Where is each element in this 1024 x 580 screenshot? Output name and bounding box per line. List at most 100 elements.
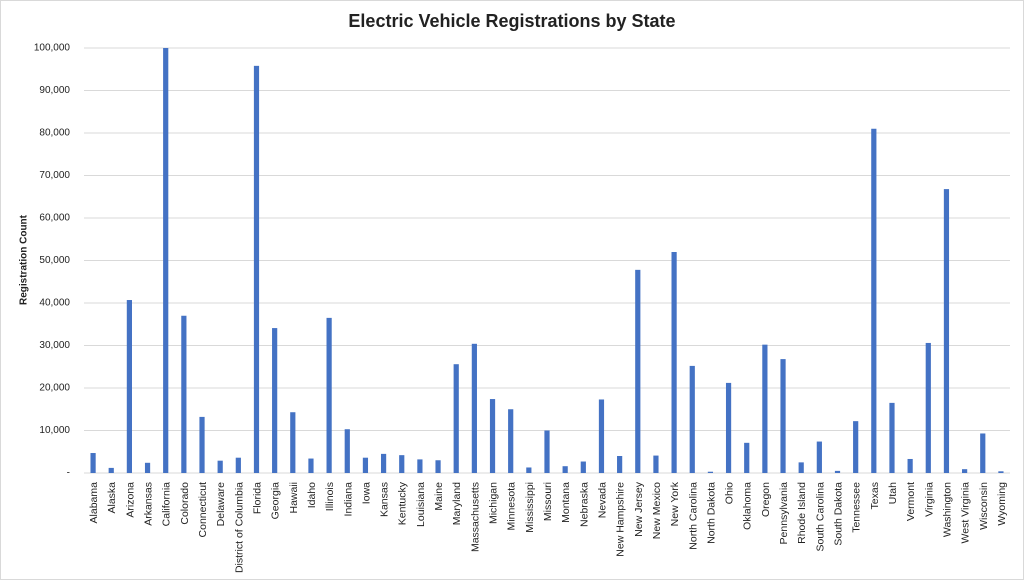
x-tick-label: South Carolina — [814, 482, 826, 552]
bar — [598, 399, 605, 473]
x-tick-label: Michigan — [488, 482, 500, 524]
x-tick-label: Ohio — [724, 482, 736, 504]
x-tick-label: Massachusetts — [469, 482, 481, 552]
chart-title: Electric Vehicle Registrations by State — [348, 11, 675, 31]
x-tick-label: Virginia — [923, 482, 935, 517]
x-tick-label: Nevada — [596, 482, 608, 518]
bar — [635, 269, 641, 473]
bar — [344, 429, 350, 473]
bar — [907, 458, 913, 473]
bar — [526, 467, 532, 473]
bar — [290, 412, 296, 473]
x-tick-label: Louisiana — [415, 482, 427, 527]
x-tick-label: Mississippi — [524, 482, 536, 533]
y-tick-label: 30,000 — [39, 340, 70, 351]
x-tick-label: Texas — [869, 482, 881, 509]
x-tick-label: District of Columbia — [233, 482, 245, 573]
x-tick-label: North Dakota — [705, 482, 717, 544]
x-tick-label: California — [161, 482, 173, 527]
x-tick-label: New Jersey — [633, 481, 645, 537]
x-tick-label: North Carolina — [687, 482, 699, 550]
bar — [108, 467, 114, 473]
bar — [744, 442, 750, 473]
bar — [399, 455, 405, 473]
x-tick-label: Utah — [887, 482, 899, 504]
x-tick-label: Maryland — [451, 482, 463, 525]
bar — [834, 470, 841, 473]
x-tick-label: Indiana — [342, 482, 354, 517]
x-tick-label: Iowa — [360, 482, 372, 504]
bar — [762, 344, 768, 473]
x-tick-label: Missouri — [542, 482, 554, 521]
bar — [962, 469, 968, 473]
bar — [798, 462, 804, 473]
x-tick-label: Washington — [941, 482, 953, 537]
bar — [889, 402, 895, 473]
bar — [163, 48, 169, 473]
y-tick-label: 60,000 — [39, 213, 70, 224]
bar — [235, 457, 241, 473]
bar — [508, 409, 514, 473]
y-tick-label: 20,000 — [39, 383, 70, 394]
x-tick-label: Idaho — [306, 482, 318, 508]
bar — [653, 455, 659, 473]
bar — [689, 365, 695, 473]
bar — [90, 453, 96, 473]
x-tick-label: Oklahoma — [742, 482, 754, 530]
y-tick-label: - — [67, 468, 70, 479]
x-tick-label: Rhode Island — [796, 482, 808, 544]
bar — [780, 359, 786, 473]
bar — [998, 471, 1004, 473]
x-tick-label: Kansas — [379, 482, 391, 517]
y-tick-label: 90,000 — [39, 85, 70, 96]
x-tick-label: Wyoming — [996, 482, 1008, 526]
bar — [181, 315, 187, 473]
x-tick-label: Arizona — [124, 482, 136, 518]
bar — [217, 460, 223, 473]
x-tick-label: West Virginia — [960, 482, 972, 544]
x-tick-label: Florida — [251, 482, 263, 514]
bar — [144, 462, 151, 473]
x-tick-label: Hawaii — [288, 482, 300, 514]
bar — [253, 65, 260, 473]
bar — [980, 433, 986, 473]
x-tick-label: Nebraska — [578, 482, 590, 527]
bar — [871, 128, 877, 473]
bar — [562, 466, 568, 473]
x-tick-label: Maine — [433, 482, 445, 511]
bar — [308, 458, 314, 473]
bar — [580, 461, 586, 473]
y-tick-label: 70,000 — [39, 170, 70, 181]
bar — [853, 421, 859, 473]
bar — [925, 342, 931, 473]
y-axis-title: Registration Count — [19, 214, 30, 305]
x-tick-label: New Hampshire — [615, 482, 627, 557]
bar — [725, 382, 732, 473]
x-tick-label: Wisconsin — [978, 482, 990, 530]
bar — [380, 453, 387, 473]
y-tick-label: 80,000 — [39, 128, 70, 139]
x-tick-label: Georgia — [270, 482, 282, 520]
x-tick-label: South Dakota — [833, 482, 845, 546]
bar — [326, 317, 332, 473]
bar — [471, 343, 477, 473]
x-tick-label: Delaware — [215, 482, 227, 527]
x-tick-label: Minnesota — [506, 482, 518, 531]
bar — [199, 416, 205, 473]
y-tick-label: 50,000 — [39, 255, 70, 266]
x-tick-label: Pennsylvania — [778, 482, 790, 545]
x-tick-label: Montana — [560, 482, 572, 523]
x-tick-label: Illinois — [324, 482, 336, 511]
bar — [362, 457, 369, 473]
bar — [453, 364, 459, 473]
bar — [617, 456, 623, 473]
bar — [435, 460, 441, 473]
x-tick-label: New Mexico — [651, 482, 663, 539]
x-tick-label: New York — [669, 481, 681, 526]
bar — [943, 189, 950, 473]
x-tick-label: Colorado — [179, 482, 191, 525]
bar — [544, 430, 550, 473]
y-tick-label: 100,000 — [34, 43, 71, 54]
bar — [671, 252, 677, 473]
